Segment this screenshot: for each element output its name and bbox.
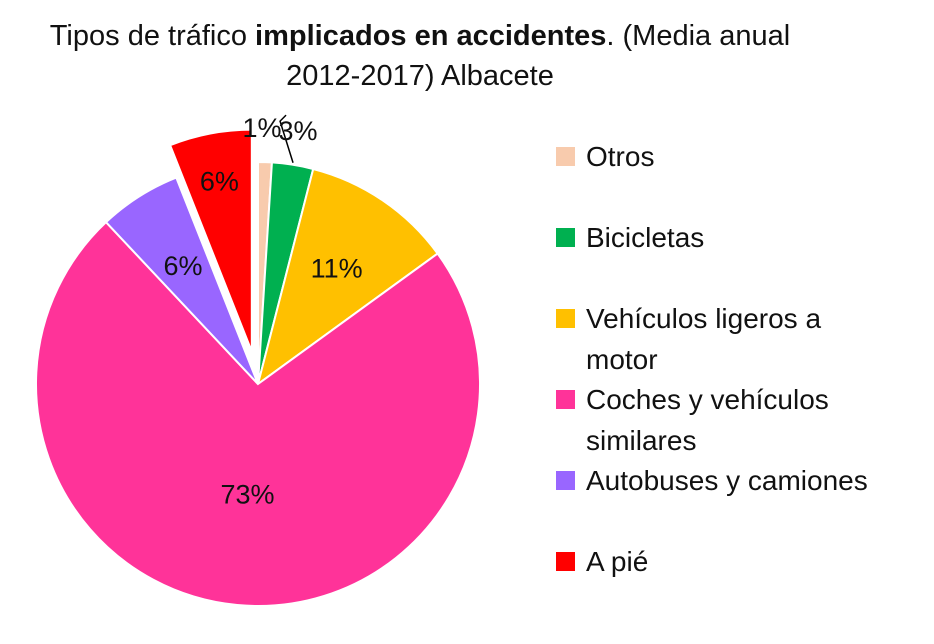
legend-label: Otros (586, 141, 655, 172)
legend-item-coches: Coches y vehículos similares (556, 379, 926, 461)
legend-label: Bicicletas (586, 222, 705, 253)
legend-label: A pié (586, 546, 649, 577)
legend-swatch-bicicletas (556, 228, 575, 247)
legend-item-vehiculos-ligeros: Vehículos ligeros a motor (556, 298, 926, 380)
legend-swatch-coches (556, 390, 575, 409)
legend-swatch-a-pie (556, 552, 575, 571)
title-bold: implicados en accidentes (255, 20, 607, 52)
legend-swatch-vehiculos-ligeros (556, 309, 575, 328)
legend-swatch-autobuses (556, 471, 575, 490)
legend-item-autobuses: Autobuses y camiones (556, 460, 926, 501)
legend-label: Autobuses y camiones (586, 465, 868, 496)
pie-slice-autobuses-y-camiones (104, 176, 259, 385)
pie-slice-a-pie (168, 128, 253, 352)
data-label-coches-y-vehiculos-similares: 73% (221, 480, 275, 510)
legend-item-bicicletas: Bicicletas (556, 217, 926, 258)
title-part2: . (Media anual (606, 20, 791, 52)
legend-label: Vehículos ligeros a (586, 303, 822, 334)
legend-item-a-pie: A pié (556, 541, 926, 582)
data-label-vehiculos-ligeros-a-motor: 11% (311, 253, 363, 283)
chart-title-line2: 2012-2017) Albacete (286, 60, 554, 92)
data-label-a-pie: 6% (200, 166, 239, 196)
pie-slice-vehiculos-ligeros-a-motor (256, 167, 439, 387)
title-part1: Tipos de tráfico (49, 20, 256, 52)
legend-item-otros: Otros (556, 136, 926, 177)
legend-label-line2: similares (586, 425, 697, 456)
legend-swatch-otros (556, 147, 575, 166)
pie-slice-coches-y-vehiculos-similares (35, 220, 481, 607)
data-label-autobuses-y-camiones: 6% (164, 251, 203, 281)
data-label-bicicletas: 3% (279, 116, 318, 146)
legend-label: Coches y vehículos (586, 384, 829, 415)
data-label-otros: 1% (243, 113, 282, 143)
leader-line-bicicletas (279, 114, 294, 163)
chart-title: Tipos de tráfico implicados en accidente… (0, 16, 840, 96)
legend-label-line2: motor (586, 344, 658, 375)
chart-title-line1: Tipos de tráfico implicados en accidente… (0, 16, 840, 56)
